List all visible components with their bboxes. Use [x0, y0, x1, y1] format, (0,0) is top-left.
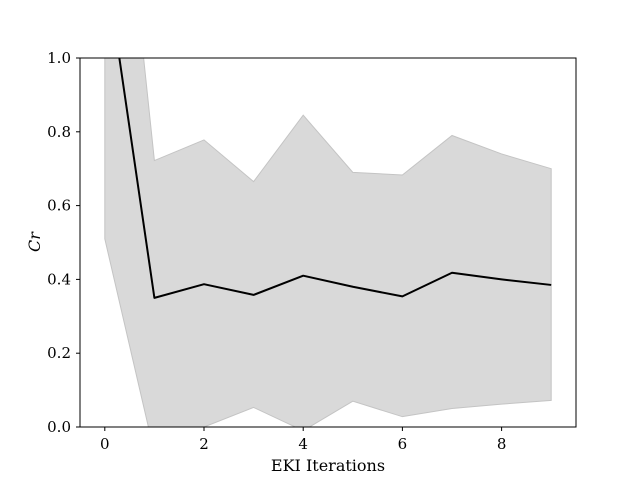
y-tick-label: 0.2: [47, 344, 71, 362]
y-tick-label: 1.0: [47, 49, 71, 67]
y-tick-label: 0.8: [47, 123, 71, 141]
y-tick-label: 0.6: [47, 197, 71, 215]
y-axis-label: Cr: [25, 231, 44, 252]
uncertainty-band: [104, 58, 552, 427]
x-tick-label: 2: [199, 435, 209, 453]
y-tick-label: 0.4: [47, 270, 71, 288]
y-tick-label: 0.0: [47, 418, 71, 436]
x-axis-label: EKI Iterations: [271, 456, 385, 475]
x-tick-label: 4: [298, 435, 308, 453]
x-tick-label: 6: [398, 435, 408, 453]
plot-frame: [79, 57, 577, 428]
x-tick-label: 8: [497, 435, 507, 453]
series-line: [118, 58, 552, 299]
x-tick-label: 0: [100, 435, 110, 453]
